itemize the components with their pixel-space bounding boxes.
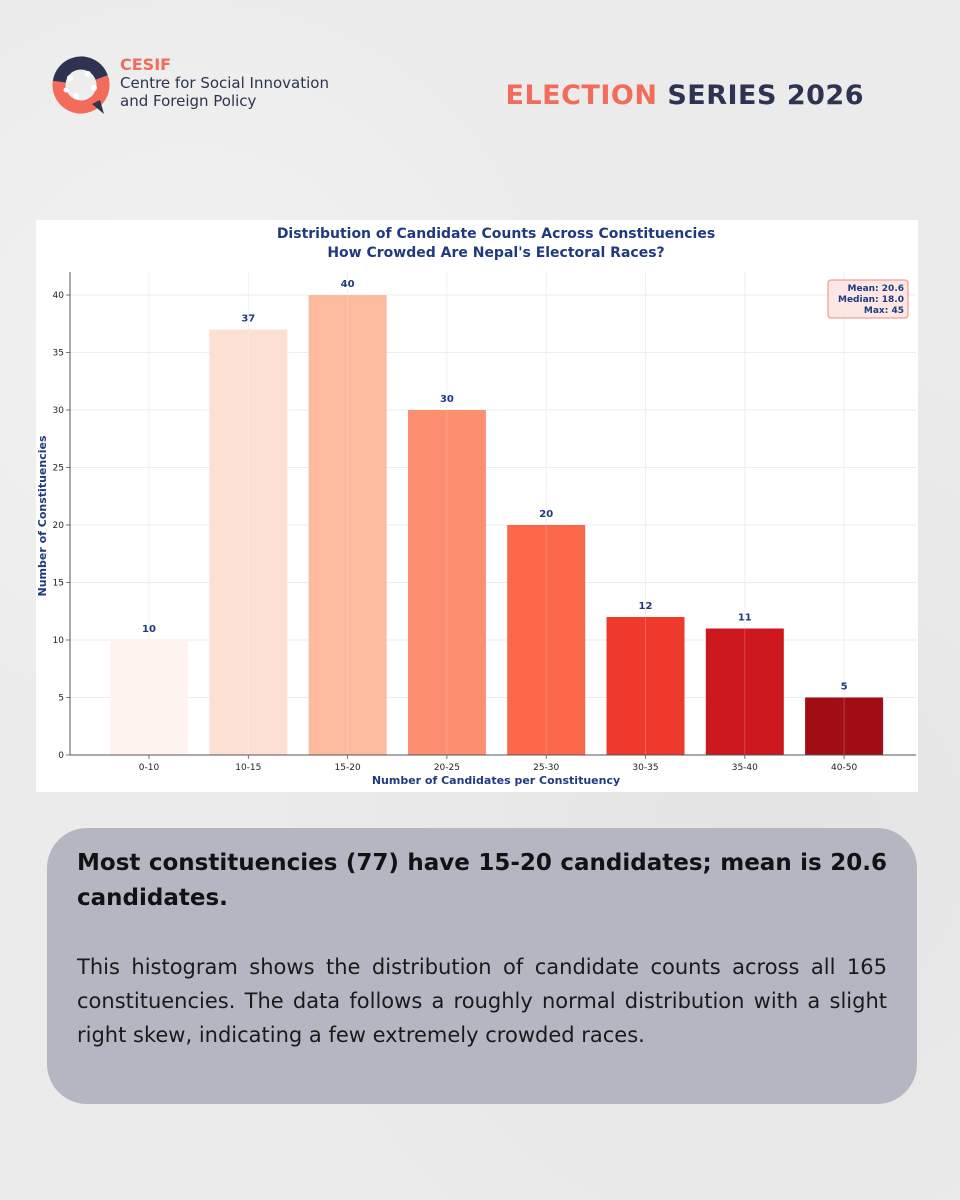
brand-name-line-1: Centre for Social Innovation bbox=[120, 74, 329, 92]
stats-box-frame bbox=[827, 279, 909, 319]
x-axis-label: Number of Candidates per Constituency bbox=[372, 774, 620, 787]
y-tick-label: 40 bbox=[53, 291, 65, 301]
x-tick-label: 35-40 bbox=[732, 763, 758, 773]
bar-value-label: 5 bbox=[841, 682, 848, 693]
bar-40-50 bbox=[805, 697, 884, 755]
x-tick-label: 25-30 bbox=[533, 763, 559, 773]
summary-headline: Most constituencies (77) have 15-20 cand… bbox=[77, 850, 887, 911]
bar-15-20 bbox=[308, 295, 387, 755]
y-axis-label: Number of Constituencies bbox=[36, 435, 49, 596]
x-tick-label: 10-15 bbox=[235, 763, 261, 773]
brand-short-name: CESIF bbox=[120, 55, 172, 74]
bar-value-label: 30 bbox=[440, 394, 454, 405]
summary-card: Most constituencies (77) have 15-20 cand… bbox=[47, 828, 917, 1104]
stats-mean: Mean: 20.6 bbox=[848, 284, 904, 294]
bar-value-label: 37 bbox=[241, 314, 255, 325]
axes: 0 5 10 15 20 25 30 35 40 0-10 10-15 15-20 20-25 25-30… bbox=[53, 272, 916, 773]
y-tick-label: 35 bbox=[53, 349, 64, 359]
grid-lines bbox=[70, 272, 916, 756]
bar-10-15 bbox=[209, 329, 288, 755]
bar-0-10 bbox=[110, 640, 188, 755]
brand-block: CESIF Centre for Social Innovation and F… bbox=[120, 55, 329, 111]
y-tick-label: 30 bbox=[53, 406, 65, 416]
stats-median: Median: 18.0 bbox=[838, 295, 904, 305]
y-tick-label: 5 bbox=[58, 694, 64, 704]
stats-box: Mean: 20.6 Median: 18.0 Max: 45 bbox=[827, 279, 909, 319]
x-tick-label: 0-10 bbox=[139, 763, 160, 773]
series-title: ELECTION SERIES 2026 bbox=[506, 80, 865, 111]
bars: 10 37 40 30 20 12 11 5 bbox=[110, 279, 884, 755]
bar-value-label: 11 bbox=[738, 613, 752, 624]
bar-value-label: 20 bbox=[539, 509, 553, 520]
summary-body: This histogram shows the distribution of… bbox=[77, 955, 887, 1047]
series-title-accent: ELECTION bbox=[505, 80, 658, 111]
x-tick-label: 30-35 bbox=[632, 763, 658, 773]
y-tick-label: 25 bbox=[53, 464, 64, 474]
stats-max: Max: 45 bbox=[864, 306, 904, 316]
x-tick-label: 40-50 bbox=[831, 763, 857, 773]
bar-value-label: 40 bbox=[341, 279, 355, 290]
brand-name-line-2: and Foreign Policy bbox=[120, 92, 257, 110]
chart-title: Distribution of Candidate Counts Across … bbox=[277, 226, 715, 242]
bar-value-label: 12 bbox=[639, 601, 653, 612]
histogram-chart: Distribution of Candidate Counts Across … bbox=[36, 226, 916, 787]
bar-value-label: 10 bbox=[142, 624, 156, 635]
y-tick-label: 10 bbox=[53, 636, 65, 646]
y-tick-label: 20 bbox=[53, 521, 65, 531]
series-title-rest: SERIES 2026 bbox=[667, 80, 864, 111]
bar-20-25 bbox=[407, 410, 486, 755]
bar-25-30 bbox=[507, 525, 586, 755]
x-tick-label: 20-25 bbox=[434, 763, 460, 773]
y-tick-label: 15 bbox=[53, 579, 64, 589]
x-tick-label: 15-20 bbox=[335, 763, 361, 773]
cesif-logo bbox=[52, 56, 110, 114]
chart-subtitle: How Crowded Are Nepal's Electoral Races? bbox=[327, 245, 664, 261]
bar-35-40 bbox=[705, 628, 784, 755]
y-tick-label: 0 bbox=[58, 751, 64, 761]
bar-30-35 bbox=[606, 617, 685, 755]
chart-panel: Distribution of Candidate Counts Across … bbox=[36, 220, 918, 792]
